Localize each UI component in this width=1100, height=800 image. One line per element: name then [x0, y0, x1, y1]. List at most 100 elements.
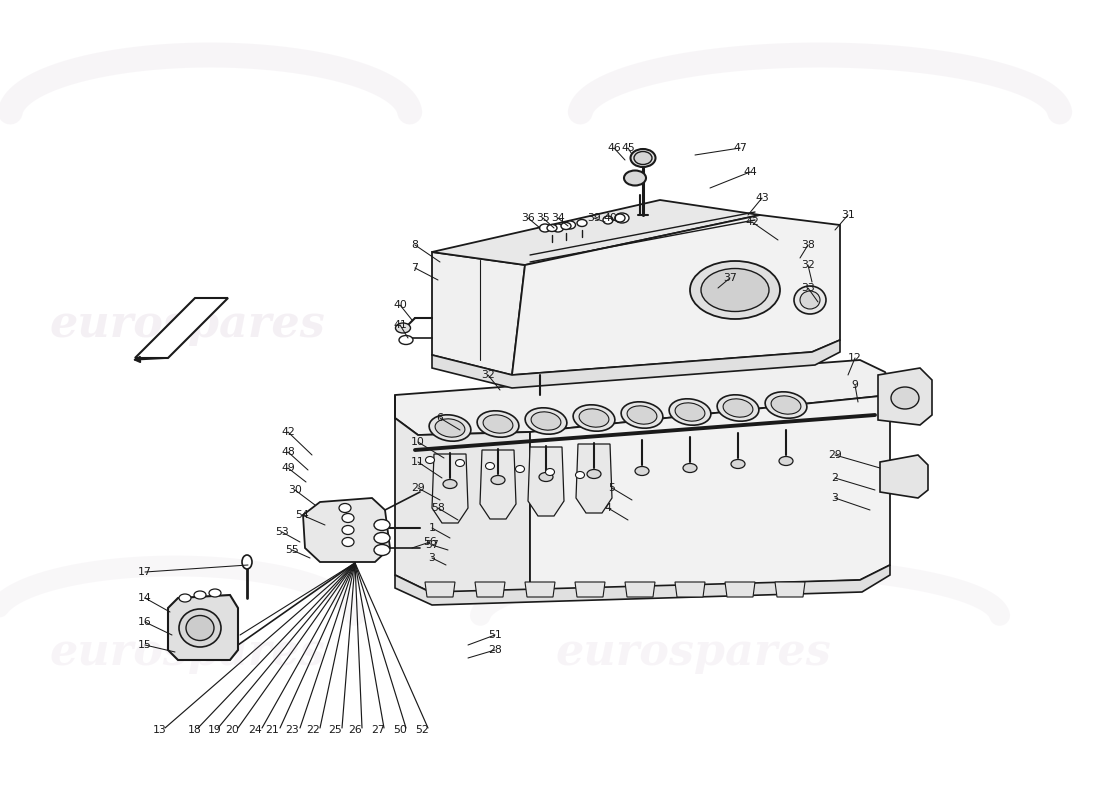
Text: 30: 30: [288, 485, 301, 495]
Text: 56: 56: [424, 537, 437, 547]
Text: 24: 24: [249, 725, 262, 735]
Polygon shape: [302, 498, 390, 562]
Ellipse shape: [621, 402, 663, 428]
Text: 32: 32: [481, 370, 495, 380]
Text: 5: 5: [608, 483, 615, 493]
Ellipse shape: [766, 392, 807, 418]
Ellipse shape: [547, 225, 557, 231]
Text: 13: 13: [153, 725, 167, 735]
Text: 53: 53: [275, 527, 289, 537]
Text: 43: 43: [755, 193, 769, 203]
Polygon shape: [776, 582, 805, 597]
Text: 23: 23: [285, 725, 299, 735]
Text: 45: 45: [621, 143, 635, 153]
Text: 29: 29: [411, 483, 425, 493]
Ellipse shape: [209, 589, 221, 597]
Text: eurospares: eurospares: [50, 302, 324, 346]
Ellipse shape: [723, 399, 752, 417]
Text: 18: 18: [188, 725, 202, 735]
Ellipse shape: [564, 221, 575, 229]
Ellipse shape: [436, 419, 465, 437]
Ellipse shape: [561, 222, 571, 230]
Ellipse shape: [429, 414, 471, 442]
Polygon shape: [480, 450, 516, 519]
Text: 46: 46: [607, 143, 620, 153]
Text: 40: 40: [393, 300, 407, 310]
Polygon shape: [878, 368, 932, 425]
Ellipse shape: [516, 466, 525, 473]
Ellipse shape: [374, 545, 390, 555]
Text: 31: 31: [842, 210, 855, 220]
Text: 33: 33: [801, 283, 815, 293]
Text: 19: 19: [208, 725, 222, 735]
Text: 29: 29: [828, 450, 842, 460]
Ellipse shape: [242, 555, 252, 569]
Ellipse shape: [443, 479, 456, 489]
Polygon shape: [675, 582, 705, 597]
Text: 25: 25: [328, 725, 342, 735]
Polygon shape: [880, 455, 928, 498]
Ellipse shape: [771, 396, 801, 414]
Text: 42: 42: [745, 217, 759, 227]
Ellipse shape: [575, 471, 584, 478]
Text: 44: 44: [744, 167, 757, 177]
Ellipse shape: [342, 526, 354, 534]
Text: 34: 34: [551, 213, 565, 223]
Ellipse shape: [800, 291, 820, 309]
Ellipse shape: [634, 151, 652, 165]
Text: 10: 10: [411, 437, 425, 447]
Ellipse shape: [342, 538, 354, 546]
Ellipse shape: [525, 408, 566, 434]
Ellipse shape: [573, 405, 615, 431]
Polygon shape: [575, 582, 605, 597]
Ellipse shape: [374, 519, 390, 530]
Ellipse shape: [455, 459, 464, 466]
Text: 6: 6: [437, 413, 443, 423]
Ellipse shape: [539, 224, 550, 232]
Text: 51: 51: [488, 630, 502, 640]
Text: 20: 20: [226, 725, 239, 735]
Text: 57: 57: [425, 540, 439, 550]
Polygon shape: [528, 447, 564, 516]
Ellipse shape: [675, 403, 705, 421]
Ellipse shape: [669, 398, 711, 426]
Polygon shape: [395, 360, 890, 435]
Polygon shape: [432, 454, 468, 523]
Text: 27: 27: [371, 725, 385, 735]
Text: 15: 15: [139, 640, 152, 650]
Text: 3: 3: [832, 493, 838, 503]
Ellipse shape: [552, 224, 563, 232]
Text: 2: 2: [832, 473, 838, 483]
Text: 35: 35: [536, 213, 550, 223]
Text: 39: 39: [587, 213, 601, 223]
Ellipse shape: [579, 409, 609, 427]
Ellipse shape: [531, 412, 561, 430]
Ellipse shape: [485, 462, 495, 470]
Ellipse shape: [627, 406, 657, 424]
Text: 9: 9: [851, 380, 858, 390]
Text: 28: 28: [488, 645, 502, 655]
Text: 40: 40: [603, 213, 617, 223]
Text: 1: 1: [429, 523, 436, 533]
Ellipse shape: [194, 591, 206, 599]
Text: 8: 8: [411, 240, 418, 250]
Text: 38: 38: [801, 240, 815, 250]
Polygon shape: [432, 252, 525, 375]
Text: 42: 42: [282, 427, 295, 437]
Polygon shape: [725, 582, 755, 597]
Text: 47: 47: [733, 143, 747, 153]
Polygon shape: [168, 595, 238, 660]
Text: 37: 37: [723, 273, 737, 283]
Polygon shape: [512, 215, 840, 375]
Text: 58: 58: [431, 503, 444, 513]
Text: 11: 11: [411, 457, 425, 467]
Ellipse shape: [794, 286, 826, 314]
Polygon shape: [395, 395, 530, 592]
Ellipse shape: [701, 269, 769, 311]
Ellipse shape: [426, 457, 434, 463]
Text: 21: 21: [265, 725, 279, 735]
Ellipse shape: [690, 261, 780, 319]
Ellipse shape: [615, 214, 625, 222]
Text: 7: 7: [411, 263, 418, 273]
Ellipse shape: [342, 514, 354, 522]
